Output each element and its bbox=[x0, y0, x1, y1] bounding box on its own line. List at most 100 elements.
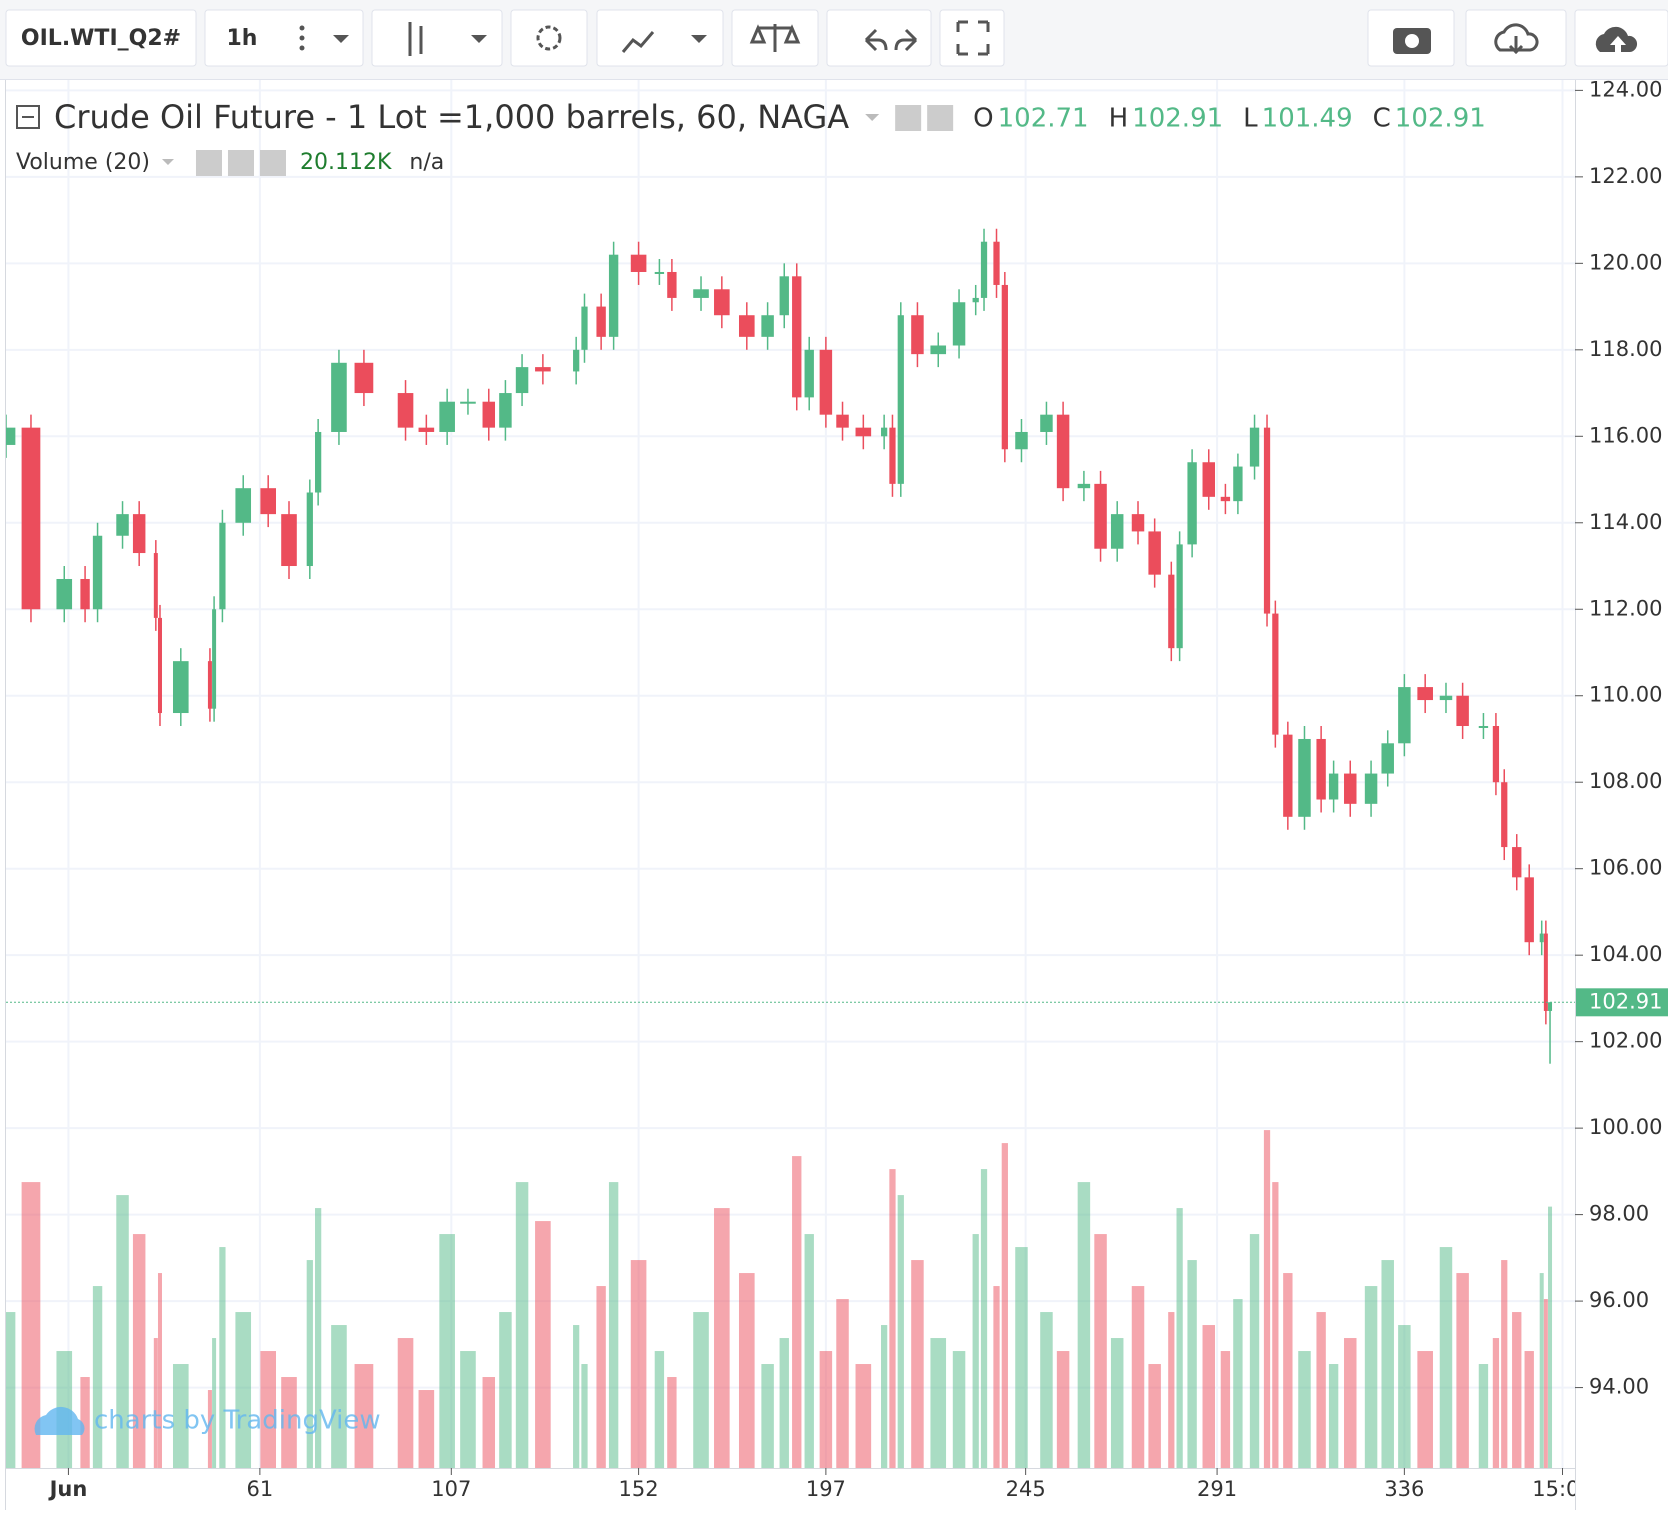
candle-body bbox=[1539, 933, 1544, 943]
legend: Crude Oil Future - 1 Lot =1,000 barrels,… bbox=[16, 98, 1486, 176]
volume-bar bbox=[157, 1273, 162, 1468]
candle-body bbox=[889, 427, 896, 484]
candle-body bbox=[1001, 284, 1008, 450]
candle-body bbox=[418, 427, 435, 432]
volume-bar bbox=[281, 1377, 297, 1468]
candle-body bbox=[157, 617, 162, 714]
candle-body bbox=[439, 401, 455, 432]
volume-bar bbox=[1272, 1182, 1279, 1468]
last-price-box bbox=[1576, 988, 1668, 1017]
y-tick-label: 98.00 bbox=[1589, 1202, 1649, 1226]
volume-bar bbox=[397, 1338, 414, 1468]
volume-bar bbox=[1417, 1351, 1433, 1468]
dropdown-arrow bbox=[471, 35, 487, 43]
volume-bar bbox=[881, 1325, 888, 1468]
dot bbox=[299, 35, 305, 41]
x-tick-label: 61 bbox=[247, 1477, 274, 1501]
candle-body bbox=[354, 362, 374, 394]
candle-body bbox=[153, 553, 158, 618]
candle-body bbox=[819, 349, 833, 415]
volume-bar bbox=[761, 1364, 774, 1468]
y-tick-label: 124.00 bbox=[1589, 77, 1662, 101]
volume-bar bbox=[315, 1208, 322, 1468]
candle-body bbox=[1439, 695, 1453, 701]
candle-body bbox=[1187, 462, 1197, 545]
y-tick-label: 116.00 bbox=[1589, 423, 1662, 447]
candle-body bbox=[306, 492, 313, 567]
fullscreen-button[interactable] bbox=[939, 9, 1005, 67]
candle-body bbox=[1202, 462, 1216, 497]
volume-bar bbox=[306, 1260, 313, 1468]
legend-icon bbox=[895, 105, 922, 131]
candle-body bbox=[608, 254, 619, 337]
volume-bar bbox=[1539, 1273, 1544, 1468]
x-tick-label: 107 bbox=[431, 1477, 471, 1501]
volume-icon bbox=[227, 150, 254, 176]
x-axis: Jun 61 107 152 197 245 291 336 15:00 bbox=[48, 1468, 1575, 1501]
volume-bar bbox=[132, 1234, 146, 1468]
settings-button[interactable] bbox=[510, 9, 588, 67]
candle-body bbox=[21, 427, 41, 610]
volume-bar bbox=[1381, 1260, 1394, 1468]
ohlc-key: H bbox=[1109, 104, 1129, 134]
volume-bar bbox=[1492, 1338, 1500, 1468]
volume-bar bbox=[1056, 1351, 1070, 1468]
redo-icon bbox=[894, 28, 918, 52]
candles bbox=[6, 228, 1575, 1064]
volume-title: Volume (20) bbox=[16, 150, 150, 175]
volume-bar bbox=[1202, 1325, 1216, 1468]
candle-body bbox=[972, 297, 979, 303]
x-tick-label: 152 bbox=[619, 1477, 659, 1501]
candle-body bbox=[1094, 483, 1107, 549]
ohlc-key: O bbox=[973, 104, 993, 134]
candle-body bbox=[1040, 414, 1053, 432]
volume-bar bbox=[172, 1364, 189, 1468]
volume-bar bbox=[1220, 1351, 1231, 1468]
candle-body bbox=[1344, 773, 1357, 804]
chart-style-button[interactable] bbox=[371, 9, 503, 67]
toolbar-buttons: OIL.WTI_Q2# 1h bbox=[5, 9, 1668, 67]
candle-body bbox=[92, 535, 103, 610]
volume-bar bbox=[92, 1286, 103, 1468]
ohlc-key: L bbox=[1243, 104, 1258, 134]
candle-body bbox=[1283, 734, 1293, 817]
x-tick-label: 245 bbox=[1006, 1477, 1046, 1501]
undo-redo-button[interactable] bbox=[826, 9, 932, 67]
candle-body bbox=[792, 276, 802, 398]
cloud-down-icon bbox=[1494, 23, 1539, 55]
y-tick-label: 106.00 bbox=[1589, 856, 1662, 880]
volume-bar bbox=[889, 1169, 896, 1468]
volume-bar bbox=[1001, 1143, 1008, 1468]
candle-body bbox=[235, 488, 252, 523]
candle-body bbox=[952, 302, 966, 346]
candle-body bbox=[1131, 514, 1145, 532]
volume-bar bbox=[354, 1364, 374, 1468]
candle-body bbox=[804, 349, 814, 398]
volume-bar bbox=[1548, 1206, 1553, 1468]
candle-body bbox=[738, 315, 755, 337]
volume-bar bbox=[1249, 1234, 1260, 1468]
ohlc-value: 102.91 bbox=[1395, 104, 1486, 134]
indicators-button[interactable] bbox=[596, 9, 724, 67]
title-arrow bbox=[865, 114, 880, 121]
candle-body bbox=[116, 514, 129, 536]
symbol-button[interactable] bbox=[5, 9, 197, 67]
volume-bar bbox=[482, 1377, 496, 1468]
collapse-icon[interactable] bbox=[16, 105, 40, 129]
candle-body bbox=[6, 427, 16, 445]
y-tick-label: 110.00 bbox=[1589, 683, 1662, 707]
volume-bar bbox=[1094, 1234, 1107, 1468]
volume-bar bbox=[1168, 1312, 1175, 1468]
candle-body bbox=[881, 427, 888, 437]
y-tick-label: 120.00 bbox=[1589, 250, 1662, 274]
volume-icon bbox=[259, 150, 286, 176]
candle-body bbox=[80, 578, 90, 610]
volume-bar bbox=[6, 1312, 16, 1468]
interval-button[interactable] bbox=[204, 9, 364, 67]
up-arrow bbox=[1610, 36, 1626, 52]
volume-bar bbox=[930, 1338, 947, 1468]
volume-bar bbox=[499, 1312, 512, 1468]
candle-body bbox=[930, 345, 947, 355]
volume-bar bbox=[515, 1182, 529, 1468]
volume-bar bbox=[1148, 1364, 1161, 1468]
